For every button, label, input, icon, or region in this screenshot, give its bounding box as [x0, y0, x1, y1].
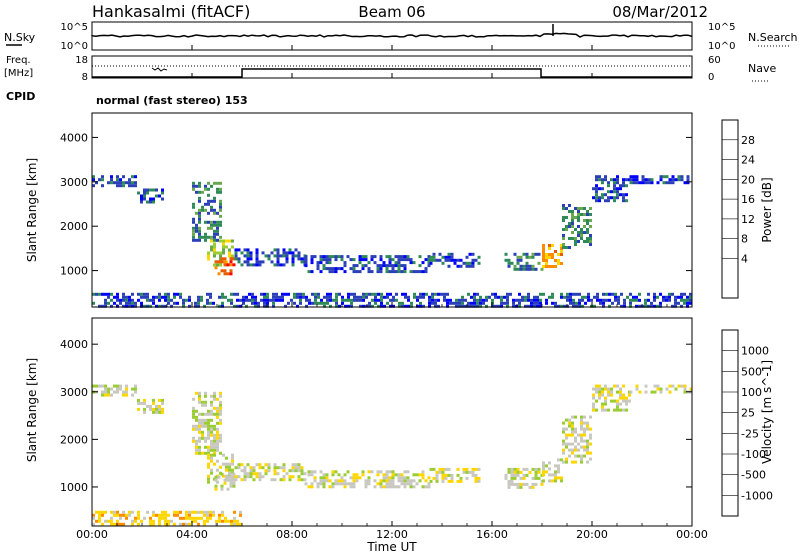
noise-left-tick-bottom: 10^0: [61, 41, 88, 52]
noise-right-tick-bottom: 10^0: [708, 41, 735, 52]
data-band: [304, 255, 431, 274]
y-tick-label: 4000: [60, 338, 88, 351]
freq-left-tick-bottom: 8: [82, 72, 88, 83]
data-band: [137, 398, 164, 414]
noise-right-label: N.Search: [748, 31, 798, 44]
time-tick-label: 12:00: [376, 528, 408, 541]
colorbar-tick-label: 16: [741, 193, 755, 206]
time-tick-label: 20:00: [576, 528, 608, 541]
colorbar-tick-label: 100: [741, 386, 762, 399]
colorbar-tick-label: 500: [741, 365, 762, 378]
colorbar-tick-label: 12: [741, 213, 755, 226]
freq-label-line2: [MHz]: [4, 68, 33, 79]
data-band: [429, 252, 481, 268]
data-band: [562, 204, 592, 249]
time-tick-label: 04:00: [176, 528, 208, 541]
time-tick-label: 00:00: [76, 528, 108, 541]
colorbar-tick-label: 8: [741, 233, 748, 246]
y-tick-label: 3000: [60, 176, 88, 189]
colorbar-frame: [721, 119, 739, 299]
freq-right-tick-bottom: 0: [708, 72, 714, 83]
noise-left-label: N.Sky: [4, 31, 36, 44]
noise-left-tick-top: 10^5: [61, 22, 88, 33]
colorbar-tick-label: 20: [741, 173, 755, 186]
nave-label: Nave: [748, 62, 776, 75]
power-panel-frame: [91, 112, 693, 308]
y-tick-label: 1000: [60, 481, 88, 494]
colorbar-tick-label: 24: [741, 154, 755, 167]
data-band: [192, 391, 222, 455]
data-band: [234, 463, 307, 482]
data-band: [304, 470, 431, 489]
velocity-colorbar-label: Velocity [m s^-1]: [760, 360, 774, 464]
time-tick-label: 16:00: [476, 528, 508, 541]
freq-label-line1: Freq.: [6, 55, 31, 66]
data-band: [92, 292, 692, 308]
data-band: [592, 175, 631, 203]
power-colorbar-label: Power [dB]: [760, 177, 774, 242]
y-tick-label: 3000: [60, 386, 88, 399]
velocity-colorbar: 1000 500 100 25 -25 -100 -500 -1000: [721, 329, 773, 517]
data-band: [214, 472, 236, 491]
velocity-heatmap: [92, 384, 693, 526]
freq-right-tick-top: 60: [708, 55, 721, 66]
data-band: [592, 384, 631, 412]
colorbar-tick-label: 1000: [741, 345, 769, 358]
data-band: [92, 510, 242, 526]
velocity-yticks: 1000 2000 3000 4000: [60, 338, 692, 494]
colorbar-tick-label: -1000: [741, 489, 773, 502]
colorbar-tick-label: 25: [741, 407, 755, 420]
data-band: [92, 175, 137, 188]
power-heatmap: [92, 175, 692, 308]
data-band: [214, 257, 236, 276]
data-band: [542, 458, 563, 483]
velocity-ylabel: Slant Range [km]: [25, 358, 39, 462]
frequency-trace: [92, 68, 692, 78]
time-tick-label: 08:00: [276, 528, 308, 541]
y-tick-label: 1000: [60, 265, 88, 278]
power-colorbar: 28 24 20 16 12 8 4: [721, 119, 755, 299]
data-band: [542, 244, 563, 268]
velocity-panel-frame: [91, 317, 693, 527]
time-axis: 00:00 04:00 08:00 12:00 16:00 20:00 00:00: [76, 45, 708, 541]
data-band: [192, 181, 222, 242]
y-tick-label: 2000: [60, 220, 88, 233]
data-band: [92, 384, 137, 397]
data-band: [234, 248, 307, 267]
y-tick-label: 4000: [60, 131, 88, 144]
y-tick-label: 2000: [60, 433, 88, 446]
date-title: 08/Mar/2012: [612, 3, 708, 21]
colorbar-tick-label: -100: [741, 448, 766, 461]
data-band: [504, 467, 544, 489]
station-title: Hankasalmi (fitACF): [92, 2, 250, 21]
beam-title: Beam 06: [358, 3, 425, 21]
noise-sky-trace: [91, 32, 693, 38]
colorbar-tick-label: -25: [741, 427, 759, 440]
colorbar-tick-label: 4: [741, 252, 748, 265]
colorbar-tick-label: 28: [741, 134, 755, 147]
time-axis-title: Time UT: [366, 540, 417, 554]
data-band: [504, 252, 544, 271]
cpid-value: normal (fast stereo) 153: [96, 94, 248, 107]
time-tick-label: 00:00: [676, 528, 708, 541]
freq-glitch: [151, 67, 168, 72]
freq-left-tick-top: 18: [75, 55, 88, 66]
power-ylabel: Slant Range [km]: [25, 158, 39, 262]
cpid-label: CPID: [6, 90, 35, 103]
colorbar-tick-label: -500: [741, 469, 766, 482]
power-yticks: 1000 2000 3000 4000: [60, 131, 692, 278]
data-band: [137, 188, 164, 204]
data-band: [429, 467, 481, 483]
data-band: [629, 384, 693, 394]
noise-right-tick-top: 10^5: [708, 22, 735, 33]
data-band: [629, 175, 690, 185]
colorbar-frame: [721, 329, 739, 517]
data-band: [562, 415, 592, 464]
